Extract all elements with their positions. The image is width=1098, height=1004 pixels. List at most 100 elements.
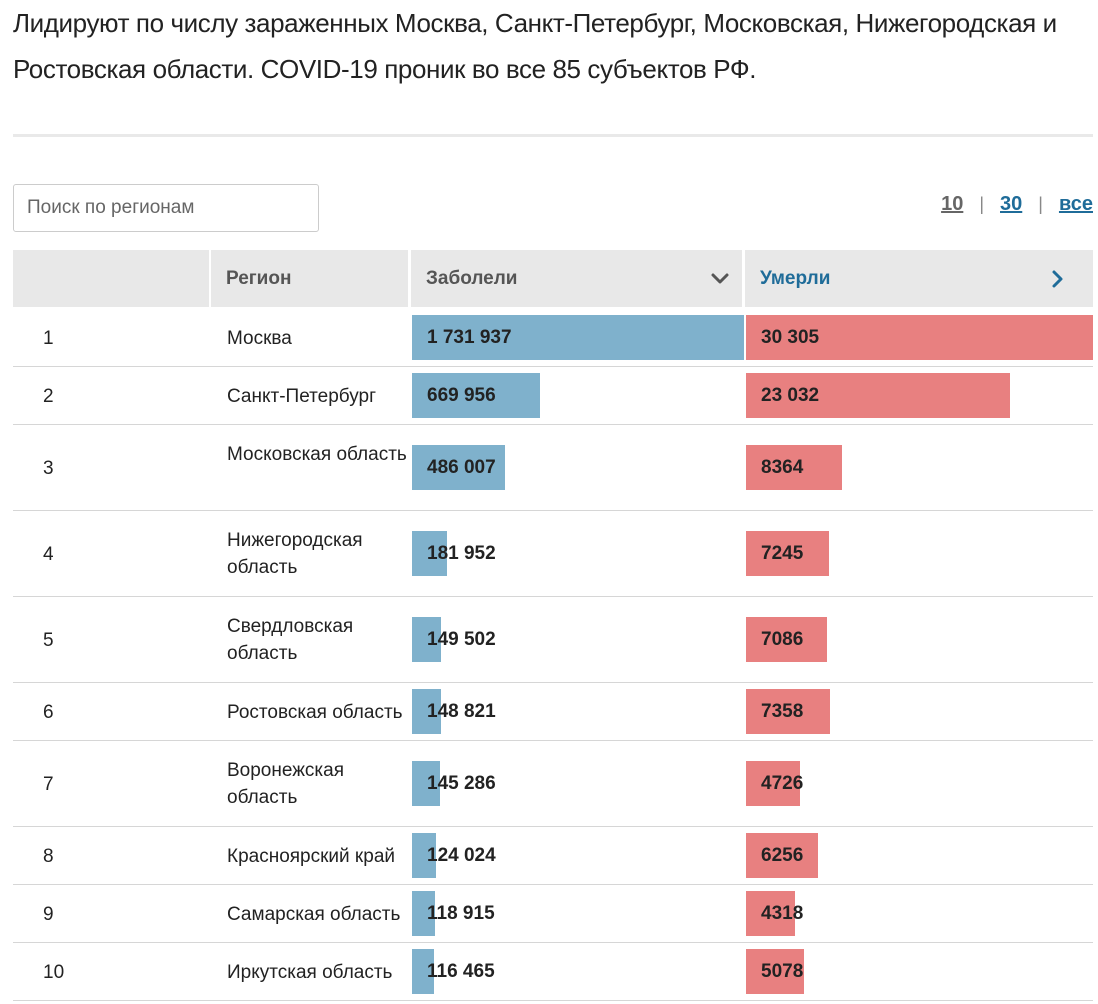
header-region-label: Регион xyxy=(226,267,292,289)
header-deaths[interactable]: Умерли xyxy=(745,250,1093,307)
cases-bar xyxy=(412,531,447,576)
row-number: 2 xyxy=(43,385,54,407)
table-row: 5 Свердловская область 149 502 7086 xyxy=(13,597,1093,683)
cases-value: 116 465 xyxy=(427,961,495,982)
header-deaths-label: Умерли xyxy=(760,267,831,289)
page-size-30[interactable]: 30 xyxy=(1000,193,1023,215)
divider xyxy=(13,134,1093,137)
row-region: Нижегородская область xyxy=(227,530,363,578)
header-num[interactable] xyxy=(13,250,209,307)
row-region: Самарская область xyxy=(227,903,401,925)
page-size-selector: 10 | 30 | все xyxy=(941,193,1093,216)
deaths-cell: 23 032 xyxy=(746,373,1093,418)
deaths-value: 23 032 xyxy=(761,385,820,406)
cases-value: 1 731 937 xyxy=(427,327,512,348)
deaths-bar xyxy=(746,445,842,490)
table-row: 9 Самарская область 118 915 4318 xyxy=(13,885,1093,943)
header-cases[interactable]: Заболели xyxy=(411,250,742,307)
deaths-value: 7245 xyxy=(761,543,804,564)
row-region: Воронежская область xyxy=(227,760,345,808)
deaths-bar xyxy=(746,689,831,734)
cases-value: 124 024 xyxy=(427,845,496,866)
table-row: 3 Московская область 486 007 8364 xyxy=(13,425,1093,511)
deaths-value: 4726 xyxy=(761,773,804,794)
deaths-cell: 7086 xyxy=(746,617,1093,662)
deaths-bar xyxy=(746,761,801,806)
deaths-bar xyxy=(746,315,1093,360)
cases-cell: 669 956 xyxy=(412,373,744,418)
cases-bar xyxy=(412,445,506,490)
row-number: 10 xyxy=(43,961,65,983)
cases-cell: 486 007 xyxy=(412,445,744,490)
intro-text: Лидируют по числу зараженных Москва, Сан… xyxy=(13,0,1093,92)
table-row: 6 Ростовская область 148 821 7358 xyxy=(13,683,1093,741)
cases-value: 669 956 xyxy=(427,385,496,406)
deaths-cell: 5078 xyxy=(746,949,1093,994)
deaths-bar xyxy=(746,891,796,936)
cases-bar xyxy=(412,315,744,360)
cases-value: 148 821 xyxy=(427,701,496,722)
cases-value: 181 952 xyxy=(427,543,496,564)
search-input[interactable] xyxy=(13,184,319,232)
deaths-bar xyxy=(746,617,828,662)
chevron-right-icon[interactable] xyxy=(1047,269,1067,289)
deaths-bar xyxy=(746,833,818,878)
row-region: Московская область xyxy=(227,444,407,465)
cases-cell: 148 821 xyxy=(412,689,744,734)
cases-cell: 118 915 xyxy=(412,891,744,936)
cases-bar xyxy=(412,833,436,878)
deaths-bar xyxy=(746,949,805,994)
row-number: 4 xyxy=(43,543,54,565)
table-row: 7 Воронежская область 145 286 4726 xyxy=(13,741,1093,827)
row-number: 6 xyxy=(43,701,54,723)
deaths-value: 8364 xyxy=(761,457,804,478)
cases-bar xyxy=(412,689,441,734)
deaths-bar xyxy=(746,531,829,576)
row-number: 1 xyxy=(43,327,54,349)
header-region[interactable]: Регион xyxy=(211,250,408,307)
cases-cell: 116 465 xyxy=(412,949,744,994)
cases-value: 145 286 xyxy=(427,773,496,794)
row-number: 3 xyxy=(43,457,54,479)
intro-line-2: Ростовская области. COVID-19 проник во в… xyxy=(13,54,757,84)
deaths-cell: 30 305 xyxy=(746,315,1093,360)
row-region: Свердловская область xyxy=(227,616,354,664)
cases-cell: 145 286 xyxy=(412,761,744,806)
deaths-value: 6256 xyxy=(761,845,804,866)
deaths-value: 5078 xyxy=(761,961,804,982)
table-row: 10 Иркутская область 116 465 5078 xyxy=(13,943,1093,1001)
cases-value: 118 915 xyxy=(427,903,495,924)
cases-value: 486 007 xyxy=(427,457,496,478)
row-region: Красноярский край xyxy=(227,845,395,867)
table-header: Регион Заболели Умерли xyxy=(13,250,1093,307)
cases-bar xyxy=(412,761,440,806)
deaths-cell: 7245 xyxy=(746,531,1093,576)
table-row: 1 Москва 1 731 937 30 305 xyxy=(13,309,1093,367)
deaths-value: 30 305 xyxy=(761,327,820,348)
header-cases-label: Заболели xyxy=(426,267,518,289)
row-number: 9 xyxy=(43,903,54,925)
pager-separator: | xyxy=(979,194,985,214)
page-size-10[interactable]: 10 xyxy=(941,193,964,215)
page-size-all[interactable]: все xyxy=(1058,193,1093,215)
row-region: Ростовская область xyxy=(227,701,403,723)
table-row: 4 Нижегородская область 181 952 7245 xyxy=(13,511,1093,597)
row-region: Санкт-Петербург xyxy=(227,385,377,407)
regions-table: Регион Заболели Умерли 1 Москва 1 731 937 3… xyxy=(13,250,1093,1001)
deaths-cell: 8364 xyxy=(746,445,1093,490)
row-number: 7 xyxy=(43,773,54,795)
row-region: Иркутская область xyxy=(227,961,393,983)
row-number: 5 xyxy=(43,629,54,651)
table-row: 2 Санкт-Петербург 669 956 23 032 xyxy=(13,367,1093,425)
cases-bar xyxy=(412,891,435,936)
cases-value: 149 502 xyxy=(427,629,496,650)
deaths-value: 4318 xyxy=(761,903,804,924)
row-number: 8 xyxy=(43,845,54,867)
cases-cell: 124 024 xyxy=(412,833,744,878)
cases-bar xyxy=(412,617,441,662)
deaths-cell: 4318 xyxy=(746,891,1093,936)
deaths-bar xyxy=(746,373,1010,418)
chevron-down-icon[interactable] xyxy=(710,269,730,289)
cases-cell: 149 502 xyxy=(412,617,744,662)
table-row: 8 Красноярский край 124 024 6256 xyxy=(13,827,1093,885)
